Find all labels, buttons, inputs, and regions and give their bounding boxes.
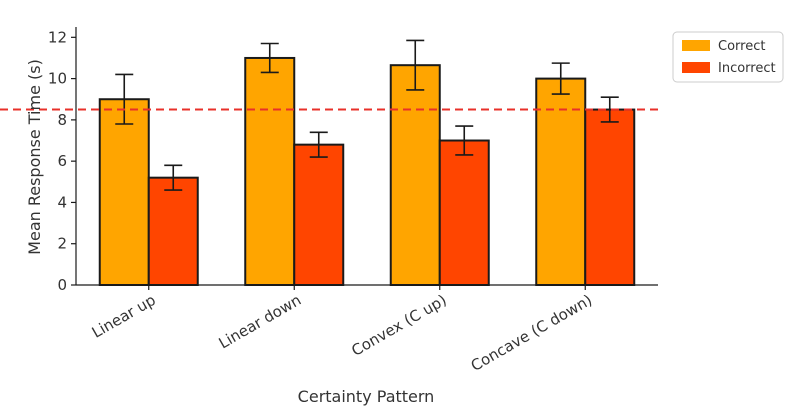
y-axis-label: Mean Response Time (s): [25, 59, 44, 255]
y-ticks-group: 0 2 4 6 8 10 12: [48, 28, 76, 294]
x-ticks-group: Linear up Linear down Convex (C up) Concave…: [89, 285, 595, 375]
legend-swatch-incorrect: [682, 62, 710, 73]
bar-incorrect-1: [147, 176, 199, 286]
y-tick-label: 8: [57, 111, 67, 129]
y-tick-label: 12: [48, 28, 67, 46]
error-bar-incorrect-1: [164, 164, 183, 191]
x-tick-label: Linear up: [89, 291, 159, 342]
axes-group: [75, 27, 658, 286]
error-bar-incorrect-2: [309, 131, 328, 158]
error-bar-correct-1: [115, 73, 134, 125]
error-bar-correct-2: [260, 42, 279, 74]
legend-label-incorrect: Incorrect: [718, 61, 776, 76]
y-tick-label: 0: [57, 276, 67, 294]
y-tick-label: 4: [57, 193, 67, 211]
error-bars-group: [115, 39, 619, 191]
bar-correct-1: [98, 98, 150, 286]
bar-incorrect-2: [293, 143, 345, 286]
error-bar-incorrect-4: [600, 96, 619, 123]
bar-correct-4: [535, 77, 587, 286]
legend-label-correct: Correct: [718, 39, 765, 54]
bar-incorrect-4: [584, 108, 636, 286]
error-bar-correct-4: [551, 62, 570, 95]
x-tick-label: Concave (C down): [468, 291, 596, 375]
x-tick-label: Linear down: [216, 291, 305, 353]
x-axis-label: Certainty Pattern: [298, 387, 435, 406]
error-bar-incorrect-3: [455, 125, 474, 156]
legend-swatch-correct: [682, 40, 710, 51]
y-tick-label: 10: [48, 70, 67, 88]
bar-correct-2: [244, 56, 296, 286]
legend: Correct Incorrect: [672, 31, 784, 83]
y-tick-label: 6: [57, 152, 67, 170]
bar-correct-3: [389, 64, 441, 286]
bar-incorrect-3: [438, 139, 490, 286]
bars-group: [98, 56, 636, 286]
y-tick-label: 2: [57, 235, 67, 253]
x-tick-label: Convex (C up): [348, 291, 449, 360]
error-bar-correct-3: [406, 39, 425, 91]
